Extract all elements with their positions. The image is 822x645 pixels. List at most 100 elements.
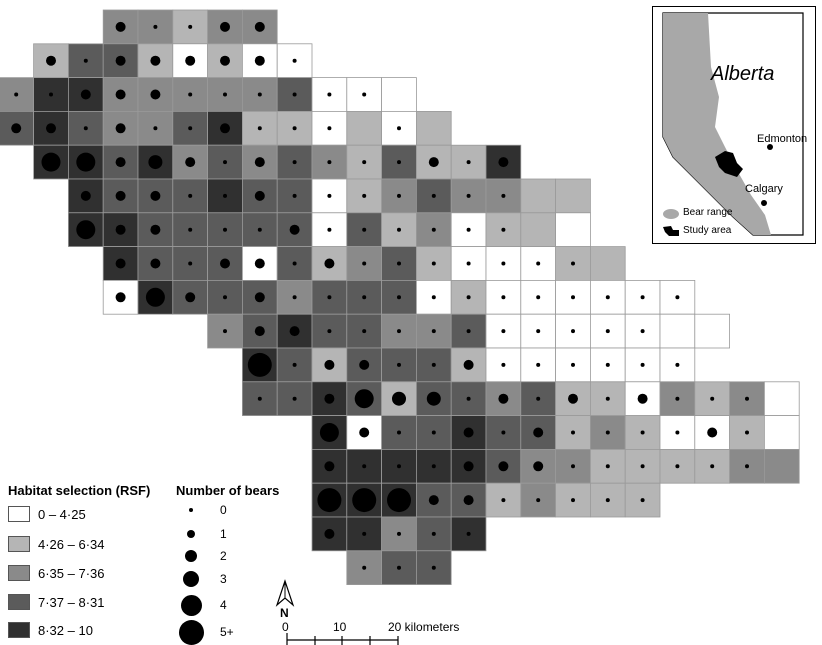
bear-count-dot (501, 498, 506, 503)
bear-count-dot (185, 55, 196, 66)
bears-legend-row: 3 (176, 569, 246, 589)
inset-title: Alberta (711, 63, 775, 85)
bear-count-dot (640, 329, 645, 334)
bear-count-dot (431, 193, 436, 198)
bear-count-dot (397, 565, 401, 570)
bear-count-dot (501, 430, 506, 435)
bear-count-dot (426, 391, 441, 406)
bear-count-dot (220, 21, 230, 32)
bear-count-dot (80, 190, 91, 201)
bear-count-dot (675, 396, 680, 401)
inset-legend-study-area: Study area (683, 225, 732, 236)
bear-count-dot (397, 261, 401, 266)
bear-count-dot (319, 423, 339, 442)
bear-count-dot (397, 160, 401, 165)
bear-count-dot (188, 92, 193, 97)
study-area-shape (715, 151, 743, 177)
bear-count-dot (150, 55, 161, 66)
bear-count-dot (362, 227, 367, 232)
bear-count-dot (397, 295, 401, 300)
bear-dot-icon (183, 571, 199, 587)
bear-count-dot (428, 157, 439, 168)
north-arrow (275, 579, 295, 607)
bear-count-dot (359, 427, 370, 438)
bear-count-dot (76, 152, 96, 172)
rsf-legend-row: 7·37 – 8·31 (8, 594, 105, 610)
rsf-legend-row: 4·26 – 6·34 (8, 536, 105, 552)
bear-count-dot (675, 362, 680, 367)
bears-legend-row: 4 (176, 594, 246, 616)
bear-dot-icon (189, 508, 193, 512)
rsf-cell (555, 178, 591, 214)
bear-count-dot (292, 261, 297, 266)
bears-label: 5+ (220, 625, 234, 639)
rsf-cell (590, 246, 626, 281)
bears-label: 0 (220, 503, 227, 517)
bear-count-dot (640, 362, 645, 367)
city-calgary: Calgary (745, 183, 783, 195)
bear-count-dot (115, 123, 126, 134)
rsf-label: 8·32 – 10 (38, 622, 93, 638)
bear-count-dot (675, 430, 680, 435)
bear-count-dot (640, 498, 645, 503)
rsf-swatch (8, 622, 30, 638)
bear-count-dot (223, 329, 227, 334)
rsf-cell (415, 448, 452, 484)
bear-count-dot (431, 430, 436, 435)
bear-count-dot (115, 55, 126, 66)
bears-legend-row: 0 (176, 500, 246, 520)
rsf-cell (520, 178, 556, 214)
bear-count-dot (254, 292, 265, 303)
bears-legend-title: Number of bears (176, 483, 280, 498)
bear-count-dot (533, 461, 544, 472)
bear-count-dot (536, 329, 541, 334)
bear-count-dot (115, 292, 126, 303)
rsf-cell (311, 144, 348, 180)
bear-count-dot (397, 329, 401, 334)
bear-count-dot (710, 396, 715, 401)
bear-count-dot (387, 488, 411, 513)
bear-count-dot (397, 531, 401, 536)
rsf-swatch (8, 594, 30, 610)
bear-count-dot (533, 427, 544, 438)
bear-count-dot (150, 190, 161, 201)
bear-count-dot (605, 295, 610, 300)
bear-count-dot (292, 396, 297, 401)
bear-range-key (663, 209, 679, 219)
bear-count-dot (571, 329, 575, 334)
bear-count-dot (501, 295, 506, 300)
rsf-swatch (8, 565, 30, 581)
bear-count-dot (466, 329, 471, 334)
bear-count-dot (41, 152, 61, 172)
bear-count-dot (14, 92, 19, 97)
bear-count-dot (463, 359, 474, 370)
bear-dot-icon (187, 530, 195, 538)
bear-count-dot (431, 565, 436, 570)
bear-count-dot (292, 160, 297, 165)
bear-count-dot (292, 92, 297, 97)
rsf-cell (68, 111, 104, 146)
bear-count-dot (466, 160, 471, 165)
bear-count-dot (466, 531, 471, 536)
bear-count-dot (188, 126, 193, 131)
rsf-label: 4·26 – 6·34 (38, 536, 105, 552)
bear-count-dot (220, 123, 230, 134)
bear-count-dot (431, 329, 436, 334)
bear-count-dot (501, 227, 506, 232)
bear-count-dot (362, 92, 367, 97)
rsf-label: 6·35 – 7·36 (38, 565, 105, 581)
bear-count-dot (324, 258, 335, 269)
bear-count-dot (324, 359, 335, 370)
bear-count-dot (536, 498, 541, 503)
rsf-cell (694, 313, 730, 349)
bear-count-dot (254, 157, 265, 168)
bear-count-dot (463, 427, 474, 438)
bear-count-dot (431, 531, 436, 536)
bear-count-dot (675, 295, 680, 300)
bear-count-dot (397, 430, 401, 435)
rsf-legend-row: 0 – 4·25 (8, 506, 86, 522)
bear-count-dot (466, 227, 471, 232)
bear-count-dot (153, 24, 158, 29)
rsf-label: 7·37 – 8·31 (38, 594, 105, 610)
